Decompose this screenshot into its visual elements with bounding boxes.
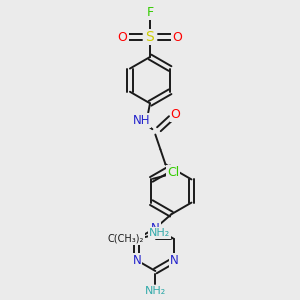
Text: N: N xyxy=(151,222,160,235)
Text: O: O xyxy=(172,31,182,44)
Text: S: S xyxy=(146,30,154,44)
Text: NH₂: NH₂ xyxy=(149,228,170,238)
Text: O: O xyxy=(171,108,181,121)
Text: C(CH₃)₂: C(CH₃)₂ xyxy=(108,234,144,244)
Text: F: F xyxy=(146,6,154,19)
Text: Cl: Cl xyxy=(167,166,179,179)
Text: NH: NH xyxy=(133,114,150,128)
Text: O: O xyxy=(118,31,128,44)
Text: NH₂: NH₂ xyxy=(145,286,166,296)
Text: N: N xyxy=(169,254,178,267)
Text: N: N xyxy=(132,254,141,267)
